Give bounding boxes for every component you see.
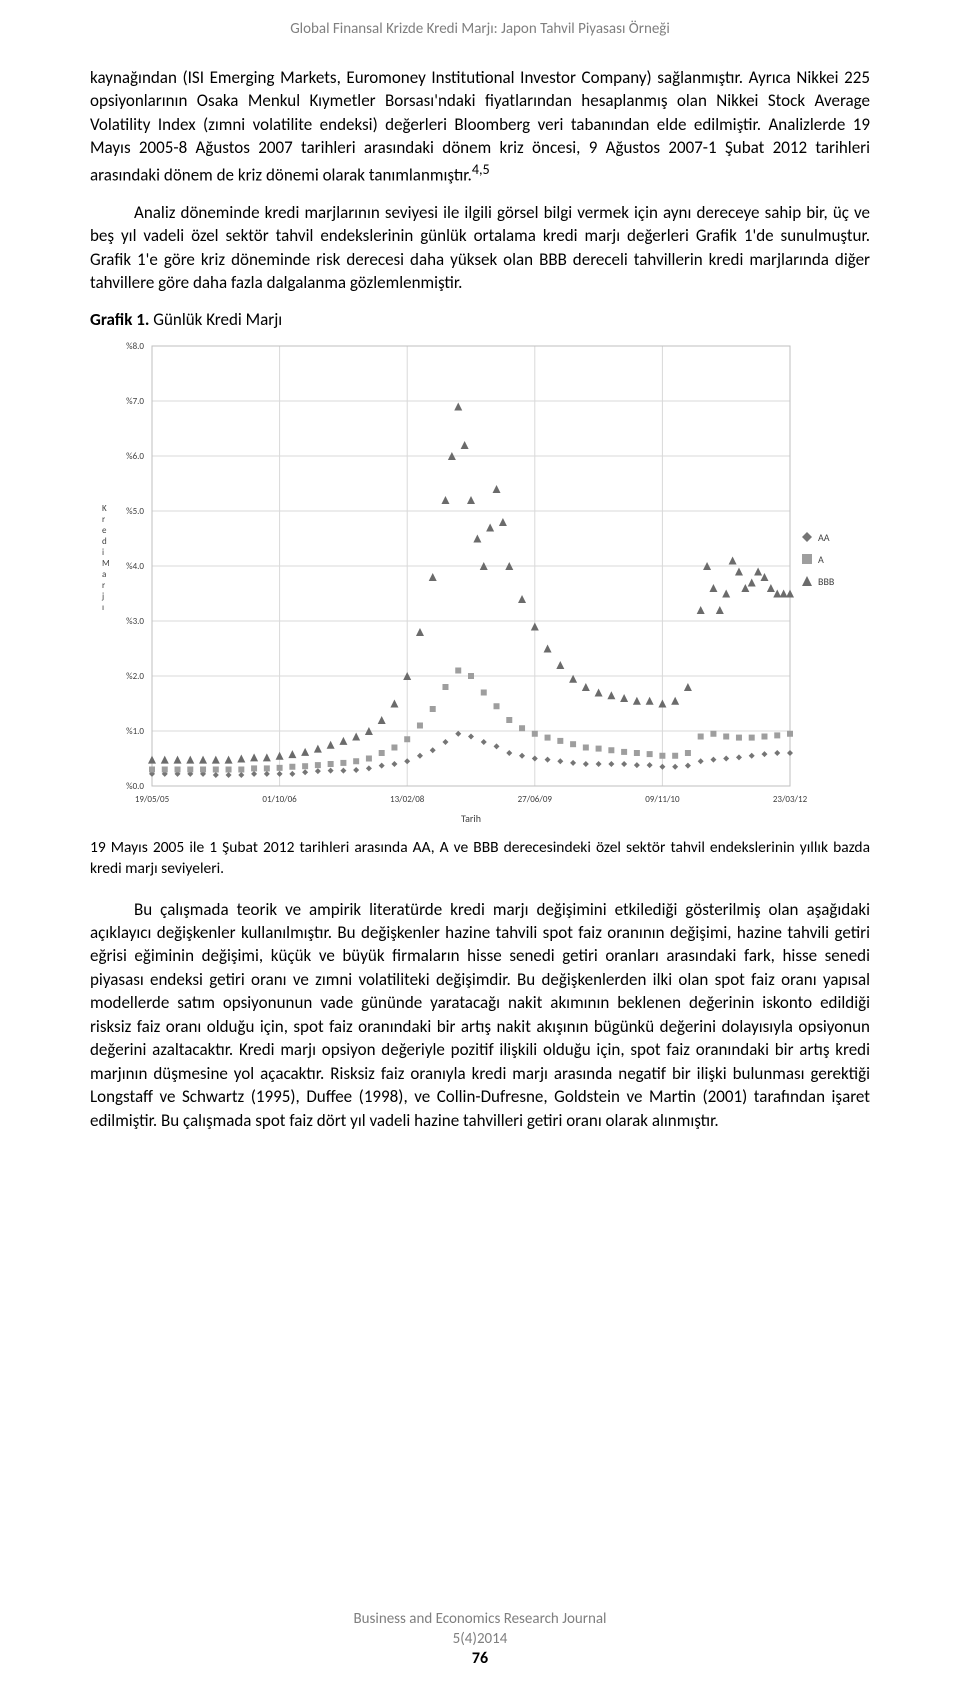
svg-text:09/11/10: 09/11/10 xyxy=(645,794,680,805)
svg-text:d: d xyxy=(102,536,107,547)
svg-text:01/10/06: 01/10/06 xyxy=(262,794,297,805)
svg-text:K: K xyxy=(102,503,107,514)
page-footer: Business and Economics Research Journal … xyxy=(0,1610,960,1670)
svg-text:13/02/08: 13/02/08 xyxy=(390,794,425,805)
svg-text:Tarih: Tarih xyxy=(461,812,481,825)
paragraph-2: Analiz döneminde kredi marjlarının seviy… xyxy=(90,201,870,295)
footer-page-number: 76 xyxy=(0,1649,960,1670)
svg-text:e: e xyxy=(102,525,107,536)
svg-text:AA: AA xyxy=(818,531,830,544)
footer-issue: 5(4)2014 xyxy=(0,1630,960,1650)
svg-text:%5.0: %5.0 xyxy=(126,506,144,517)
footer-journal: Business and Economics Research Journal xyxy=(0,1610,960,1630)
svg-text:BBB: BBB xyxy=(818,575,835,588)
chart-title-rest: Günlük Kredi Marjı xyxy=(149,309,282,330)
svg-text:ı: ı xyxy=(102,602,104,613)
svg-text:M: M xyxy=(102,558,110,569)
svg-text:%6.0: %6.0 xyxy=(126,451,144,462)
svg-text:23/03/12: 23/03/12 xyxy=(773,794,808,805)
svg-text:%3.0: %3.0 xyxy=(126,616,144,627)
chart-title-bold: Grafik 1. xyxy=(90,309,149,330)
svg-text:a: a xyxy=(102,569,106,580)
svg-text:%0.0: %0.0 xyxy=(126,781,144,792)
svg-text:%4.0: %4.0 xyxy=(126,561,144,572)
paragraph-1: kaynağından (ISI Emerging Markets, Eurom… xyxy=(90,66,870,187)
credit-margin-chart: %0.0%1.0%2.0%3.0%4.0%5.0%6.0%7.0%8.0Kred… xyxy=(90,338,870,828)
svg-text:%8.0: %8.0 xyxy=(126,341,144,352)
svg-text:%7.0: %7.0 xyxy=(126,396,144,407)
svg-text:j: j xyxy=(101,591,104,602)
chart-title: Grafik 1. Günlük Kredi Marjı xyxy=(90,309,870,330)
page-header: Global Finansal Krizde Kredi Marjı: Japo… xyxy=(90,20,870,38)
svg-text:%2.0: %2.0 xyxy=(126,671,144,682)
svg-text:r: r xyxy=(102,514,105,525)
svg-text:27/06/09: 27/06/09 xyxy=(518,794,553,805)
chart-svg: %0.0%1.0%2.0%3.0%4.0%5.0%6.0%7.0%8.0Kred… xyxy=(90,338,870,828)
figure-caption: 19 Mayıs 2005 ile 1 Şubat 2012 tarihleri… xyxy=(90,838,870,880)
svg-text:i: i xyxy=(102,547,104,558)
svg-text:19/05/05: 19/05/05 xyxy=(135,794,170,805)
svg-text:A: A xyxy=(818,553,824,566)
svg-text:r: r xyxy=(102,580,105,591)
paragraph-3: Bu çalışmada teorik ve ampirik literatür… xyxy=(90,898,870,1133)
footnote-ref: 4,5 xyxy=(472,161,490,178)
svg-text:%1.0: %1.0 xyxy=(126,726,144,737)
